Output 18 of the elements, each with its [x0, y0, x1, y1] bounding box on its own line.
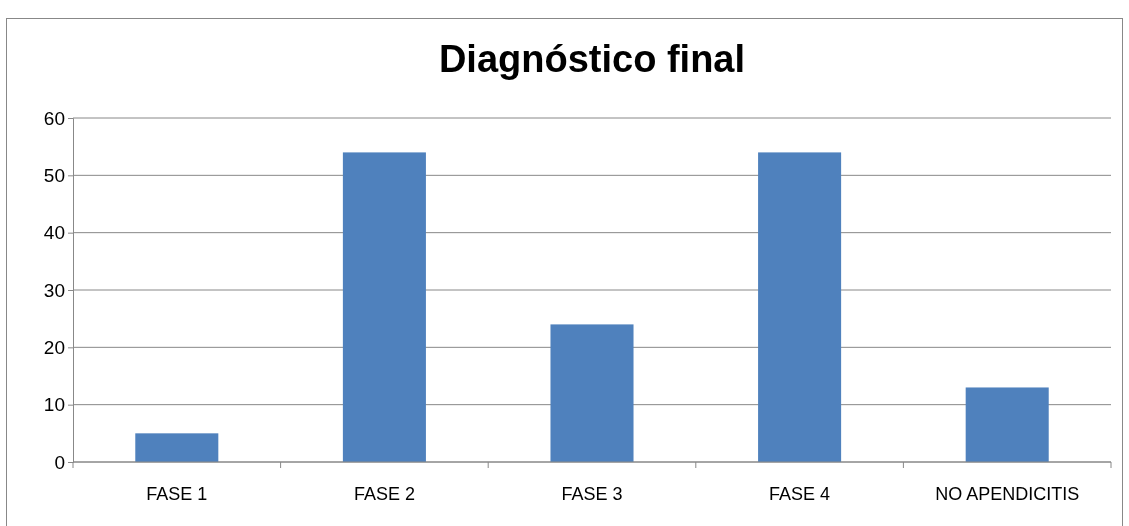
y-tick-label: 30 [43, 279, 65, 301]
bar [135, 433, 219, 462]
y-tick-label: 50 [43, 164, 65, 186]
bar [965, 387, 1049, 462]
x-tick-label: NO APENDICITIS [935, 484, 1080, 504]
y-tick-label: 40 [43, 222, 65, 244]
x-tick-label: FASE 1 [146, 484, 208, 504]
y-tick-label: 20 [43, 336, 65, 358]
bar [342, 152, 426, 462]
x-tick-label: FASE 3 [561, 484, 623, 504]
y-tick-label: 0 [54, 451, 65, 473]
x-tick-label: FASE 4 [769, 484, 831, 504]
chart-title: Diagnóstico final [438, 38, 746, 80]
y-tick-label: 10 [43, 394, 65, 416]
x-tick-label: FASE 2 [353, 484, 415, 504]
y-tick-label: 60 [43, 107, 65, 129]
bar [550, 324, 634, 462]
bar [758, 152, 842, 462]
